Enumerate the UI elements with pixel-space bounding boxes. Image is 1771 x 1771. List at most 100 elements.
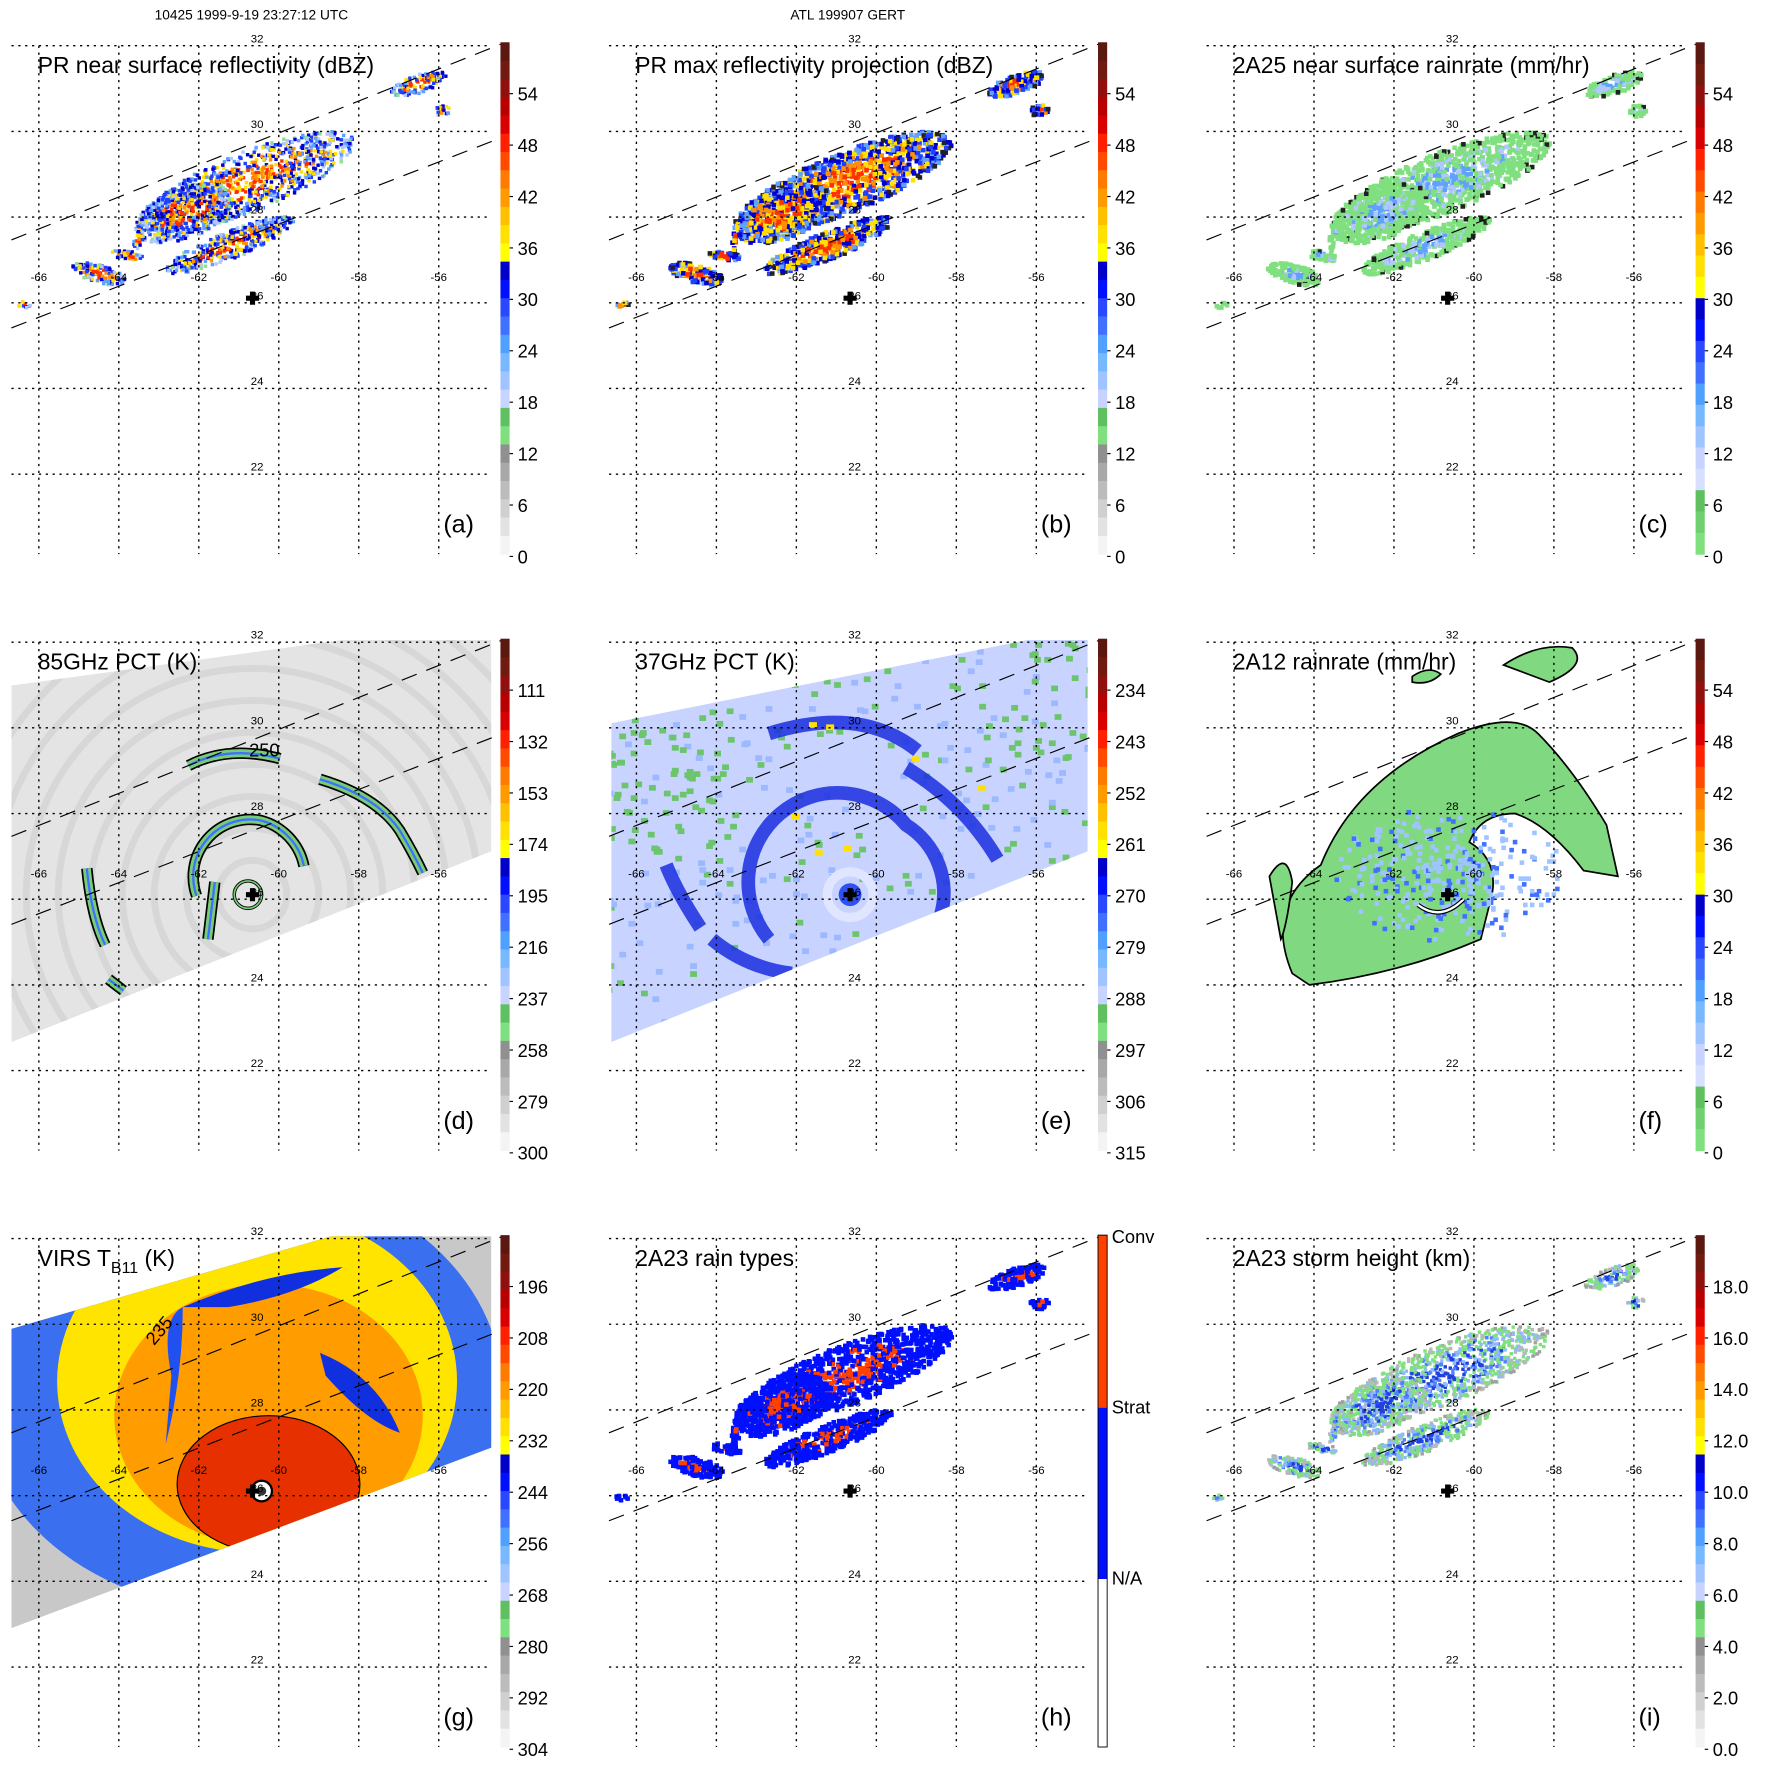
precip-pixel [880,168,886,173]
precip-pixel [112,275,116,279]
precip-pixel [345,153,349,157]
precip-pixel [227,255,231,259]
precip-pixel [272,218,277,223]
precip-pixel [210,186,215,190]
precip-pixel [802,265,808,270]
precip-pixel [282,137,286,141]
precip-pixel [838,199,844,205]
precip-pixel [231,231,236,235]
precip-pixel [932,145,938,150]
precip-pixel [782,221,788,227]
precip-pixel [210,198,214,203]
precip-pixel [830,254,836,259]
precip-pixel [838,233,844,239]
precip-pixel [766,238,771,244]
precip-pixel [790,260,796,266]
precip-pixel [755,233,760,239]
precip-pixel [426,75,430,80]
precip-pixel [95,265,100,269]
precip-pixel [701,281,707,286]
precip-pixel [164,190,168,195]
precip-pixel [236,230,241,234]
precip-pixel [790,265,796,271]
colorbar-segment [500,334,510,354]
precip-pixel [152,219,157,223]
precip-pixel [830,204,835,210]
precip-pixel [788,177,793,183]
precip-pixel [792,211,798,217]
precip-pixel [201,211,206,215]
precip-pixel [260,168,265,172]
precip-pixel [176,239,180,243]
precip-pixel [228,211,233,216]
precip-pixel [847,156,853,161]
precip-pixel [215,221,219,225]
colorbar-segment [500,261,510,281]
precip-pixel [280,159,284,163]
colorbar-segment [500,298,510,318]
precip-pixel [862,153,868,159]
colorbar-segment [500,279,510,299]
precip-pixel [819,239,825,245]
precip-pixel [875,221,881,226]
precip-pixel [93,271,98,276]
precip-pixel [209,237,213,242]
precip-pixel [788,219,793,225]
precip-pixel [116,252,121,257]
precip-pixel [1438,182,1444,187]
precip-pixel [333,131,337,135]
precip-pixel [215,253,220,257]
precip-pixel [117,255,122,259]
precip-pixel [168,217,173,221]
precip-pixel [1461,179,1466,185]
precip-pixel [894,151,900,157]
precip-pixel [228,216,232,220]
precip-pixel [185,231,189,236]
precip-pixel [194,221,199,225]
precip-pixel [788,222,794,228]
precip-pixel [326,152,331,156]
precip-pixel [83,263,88,267]
precip-pixel [1023,84,1028,90]
lon-label: -62 [788,272,805,284]
precip-pixel [165,204,169,208]
precip-pixel [192,172,197,177]
precip-pixel [182,265,187,270]
precip-pixel [440,75,444,79]
precip-pixel [428,85,432,89]
precip-pixel [319,159,324,164]
precip-pixel [904,144,910,150]
precip-pixel [104,271,108,275]
precip-pixel [801,229,806,234]
precip-pixel [221,202,226,206]
precip-pixel [274,223,279,227]
precip-pixel [227,197,232,202]
precip-pixel [925,163,930,169]
precip-pixel [218,238,222,243]
precip-pixel [886,156,891,162]
precip-pixel [267,153,271,157]
precip-pixel [221,255,225,260]
precip-pixel [914,133,919,138]
precip-pixel [816,245,822,250]
precip-pixel [852,220,858,225]
precip-pixel [396,82,401,87]
precip-pixel [320,162,324,167]
precip-pixel [216,242,220,246]
precip-pixel [241,176,246,180]
precip-pixel [915,150,921,156]
precip-pixel [867,194,873,199]
precip-pixel [709,281,714,286]
precip-pixel [1435,214,1441,219]
precip-pixel [768,260,773,266]
precip-pixel [300,152,304,156]
precip-pixel [228,229,233,233]
precip-pixel [797,224,802,230]
colorbar-label: 48 [518,135,538,156]
precip-pixel [797,204,802,210]
precip-pixel [90,277,95,281]
colorbar-segment [1098,353,1108,372]
precip-pixel [673,266,678,272]
precip-pixel [911,171,917,176]
precip-pixel [260,171,264,176]
